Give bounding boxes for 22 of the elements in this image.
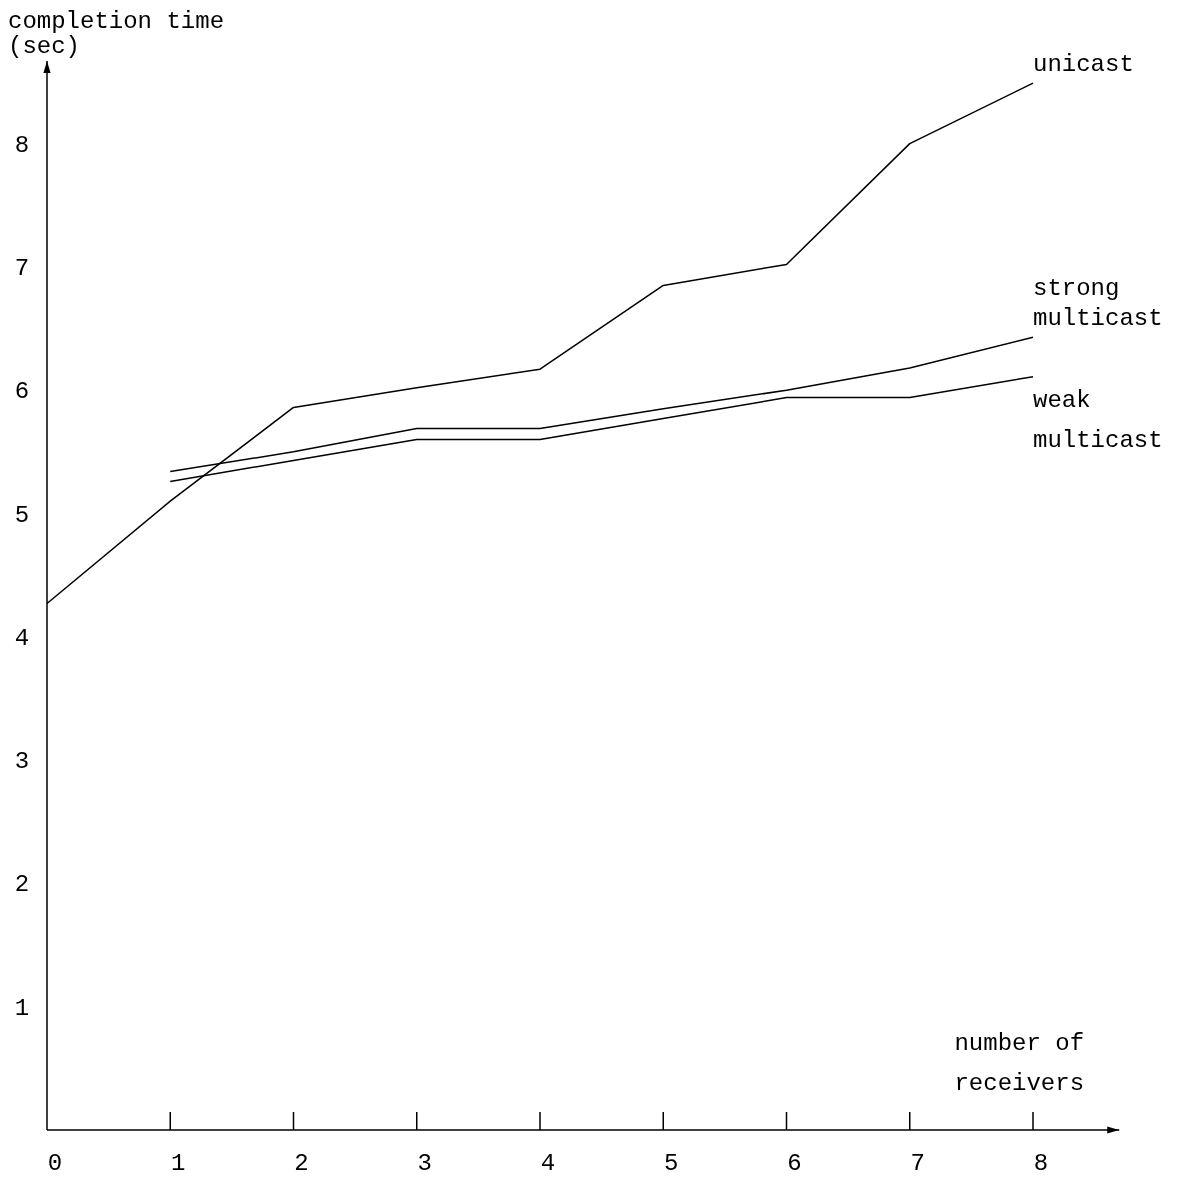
y-tick-label: 3 — [14, 748, 30, 776]
y-tick-label: 2 — [14, 871, 30, 899]
x-tick-label: 5 — [664, 1150, 679, 1177]
x-tick-label: 4 — [540, 1150, 556, 1177]
x-tick-label: 8 — [1033, 1150, 1049, 1177]
x-tick-label: 2 — [294, 1150, 309, 1177]
y-tick-label: 1 — [14, 994, 30, 1022]
y-tick-label: 4 — [14, 624, 30, 652]
y-tick-label: 8 — [14, 131, 30, 159]
y-tick-label: 5 — [14, 501, 30, 529]
y-axis-title: completion time (sec) — [8, 8, 225, 60]
x-tick-label: 1 — [171, 1150, 186, 1177]
series-label: unicast — [1033, 51, 1134, 79]
x-tick-label: 0 — [47, 1150, 63, 1177]
series-label: weak multicast — [1033, 386, 1163, 454]
x-tick-label: 3 — [417, 1150, 432, 1177]
y-tick-label: 6 — [14, 378, 30, 406]
x-tick-label: 6 — [787, 1150, 802, 1177]
y-tick-label: 7 — [14, 254, 30, 282]
x-tick-label: 7 — [910, 1150, 925, 1177]
series-label: strong multicast — [1033, 275, 1163, 333]
x-axis-title: number of receivers — [954, 1030, 1085, 1097]
